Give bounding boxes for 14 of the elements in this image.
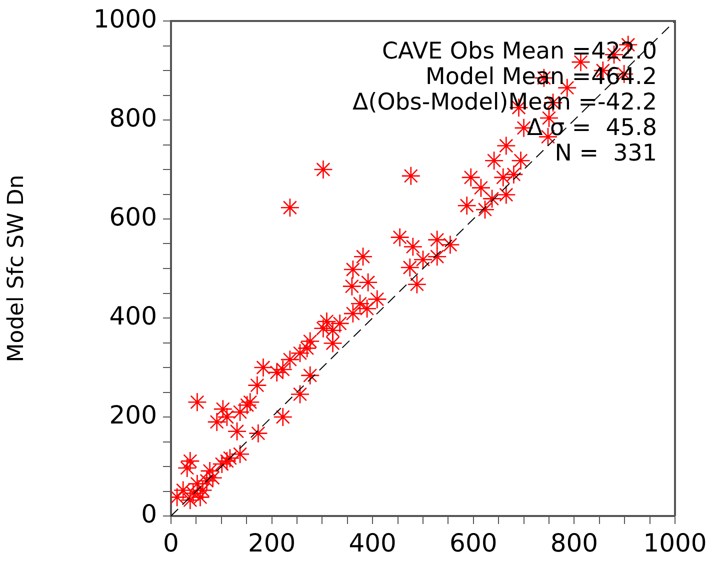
y-axis-title: Model Sfc SW Dn [4, 174, 29, 362]
y-tick-label: 600 [109, 202, 157, 232]
x-tick-label: 400 [348, 528, 396, 558]
x-tick-label: 200 [248, 528, 296, 558]
y-tick-label: 0 [141, 500, 157, 528]
x-tick-label: 600 [450, 528, 498, 558]
y-tick-label: 400 [109, 302, 157, 330]
y-tick-label: 800 [109, 104, 157, 132]
y-tick-label: 200 [109, 400, 157, 430]
x-tick-label: 800 [550, 528, 598, 558]
x-tick-label: 1000 [643, 528, 707, 558]
y-tick-label: 1000 [93, 4, 157, 34]
annotation: N = 331 [554, 140, 657, 166]
x-tick-label: 0 [163, 528, 179, 558]
